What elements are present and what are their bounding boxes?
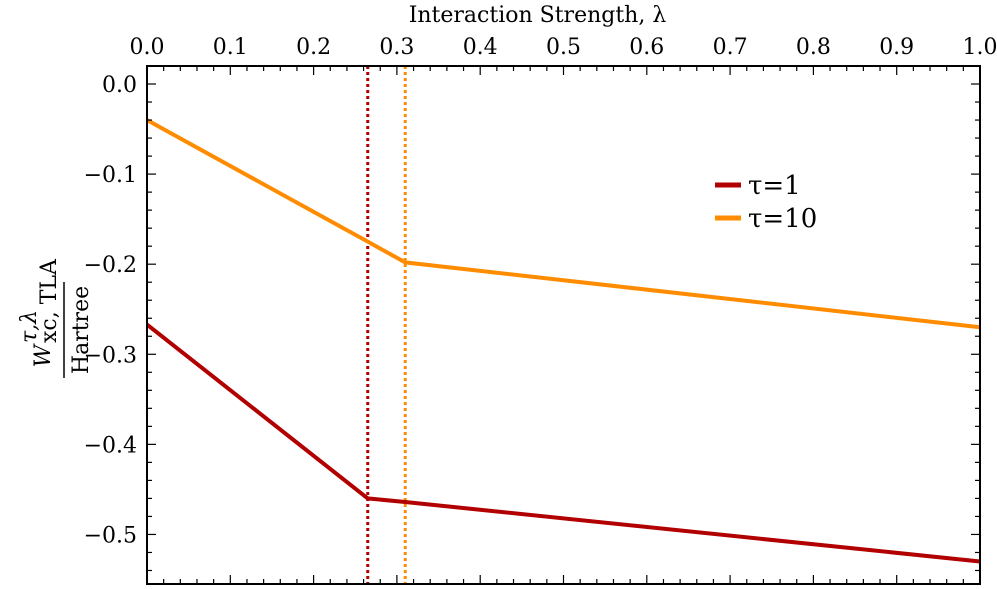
- legend: τ=1τ=10: [715, 171, 817, 234]
- x-tick-label: 0.3: [379, 35, 414, 60]
- y-axis-title-symbol: W: [31, 342, 56, 367]
- y-axis-title-superscript: τ,λ: [17, 310, 42, 343]
- series-lines: [145, 118, 981, 564]
- series-line: [146, 118, 981, 330]
- x-tick-label: 1.0: [963, 35, 997, 60]
- x-tick-label: 0.5: [546, 35, 581, 60]
- y-tick-label: −0.4: [84, 433, 137, 458]
- legend-label: τ=1: [748, 171, 801, 201]
- y-tick-label: −0.3: [84, 343, 137, 368]
- y-tick-label: 0.0: [102, 73, 137, 98]
- x-tick-label: 0.7: [713, 35, 748, 60]
- y-axis-title-denominator: Hartree: [69, 286, 94, 374]
- x-tick-label: 0.6: [629, 35, 664, 60]
- x-tick-label: 0.0: [130, 35, 165, 60]
- axis-ticks: [146, 65, 981, 584]
- x-tick-label: 0.8: [796, 35, 831, 60]
- x-axis-title: Interaction Strength, λ: [409, 3, 667, 28]
- x-tick-label: 0.1: [213, 35, 248, 60]
- x-tick-labels: 0.0 0.1 0.2 0.3 0.4 0.5 0.6 0.7 0.8 0.9 1.0: [130, 35, 997, 60]
- x-tick-label: 0.4: [463, 35, 498, 60]
- y-axis-title: W τ,λ xc, TLA Hartree: [17, 258, 94, 378]
- y-axis-title-subscript: xc, TLA: [37, 258, 62, 343]
- plot-frame: [146, 65, 981, 585]
- x-tick-label: 0.2: [296, 35, 331, 60]
- y-tick-label: −0.5: [84, 523, 137, 548]
- legend-label: τ=10: [748, 204, 817, 234]
- x-tick-label: 0.9: [879, 35, 914, 60]
- y-tick-labels: 0.0 −0.1 −0.2 −0.3 −0.4 −0.5: [84, 73, 137, 548]
- y-tick-label: −0.1: [84, 163, 137, 188]
- y-axis-title-main: W: [31, 342, 56, 367]
- y-tick-label: −0.2: [84, 253, 137, 278]
- series-line: [145, 322, 981, 564]
- threshold-lines: [366, 66, 407, 584]
